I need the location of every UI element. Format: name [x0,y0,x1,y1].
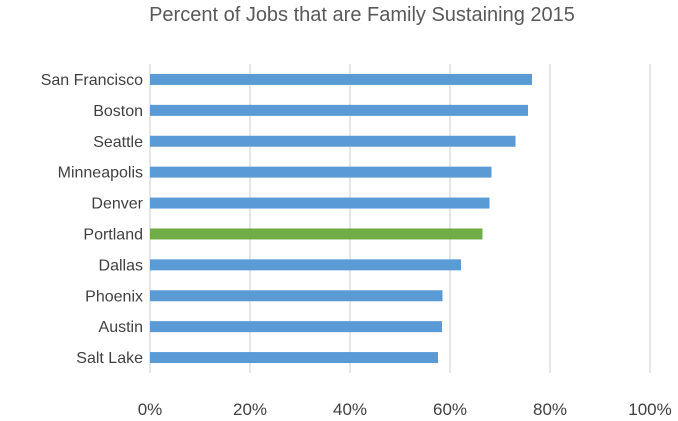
x-tick-label: 100% [628,400,671,419]
category-label: Salt Lake [76,350,143,367]
x-tick-label: 80% [533,400,567,419]
bar-salt-lake [150,352,438,364]
bar-boston [150,104,528,116]
bar-dallas [150,259,461,271]
bar-seattle [150,135,516,147]
category-label: Denver [91,196,143,213]
category-label: Seattle [93,134,143,151]
category-label: Portland [83,226,143,243]
bar-minneapolis [150,166,492,178]
category-label: Dallas [99,257,143,274]
bar-portland [150,228,483,240]
x-tick-label: 40% [333,400,367,419]
x-axis-tick-labels: 0% 20% 40% 60% 80% 100% [138,400,672,419]
bars [150,73,532,364]
category-labels: San Francisco Boston Seattle Minneapolis Den… [41,72,144,367]
category-label: Minneapolis [58,165,143,182]
category-label: Austin [99,319,143,336]
chart-title: Percent of Jobs that are Family Sustaini… [149,4,575,26]
bar-denver [150,197,490,209]
x-tick-label: 60% [433,400,467,419]
category-label: San Francisco [41,72,143,89]
bar-austin [150,321,442,333]
bar-san-francisco [150,73,532,85]
category-label: Boston [93,103,143,120]
bar-phoenix [150,290,443,302]
x-tick-label: 20% [233,400,267,419]
x-tick-label: 0% [138,400,163,419]
category-label: Phoenix [85,288,143,305]
